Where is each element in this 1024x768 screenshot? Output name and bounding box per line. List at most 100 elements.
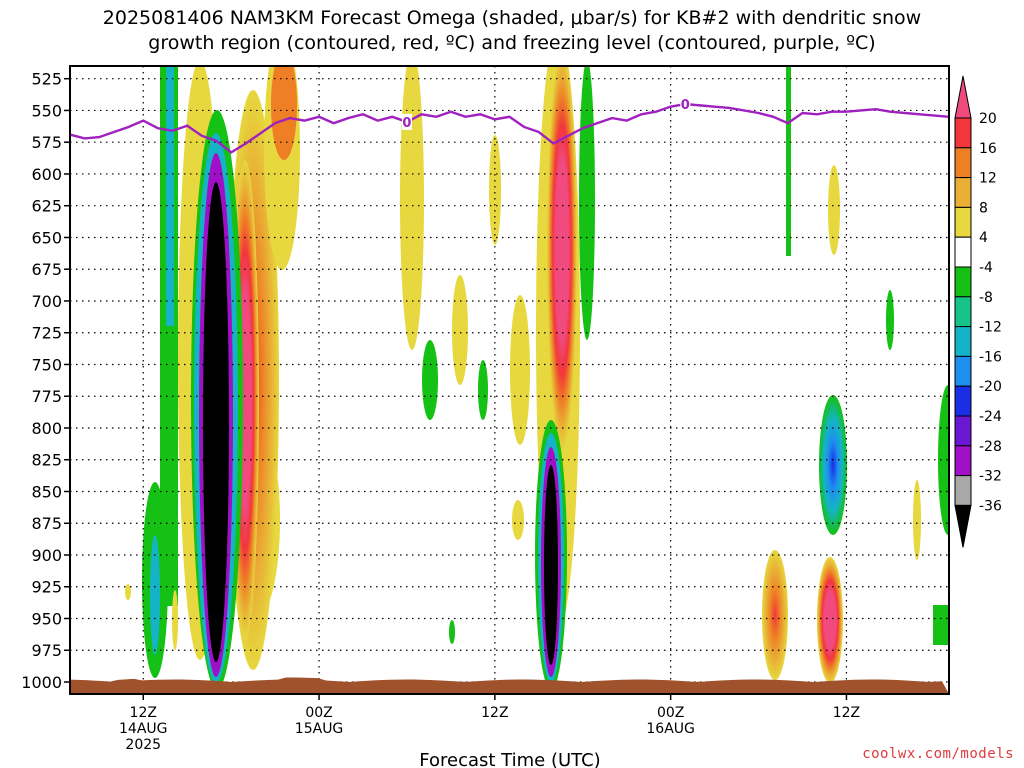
x-tick-label: 16AUG xyxy=(646,721,695,737)
y-tick-label: 825 xyxy=(31,451,62,470)
freezing-level-line xyxy=(70,102,949,154)
omega-area xyxy=(886,290,894,350)
freezing-level-label-bg xyxy=(401,113,412,130)
freezing-level-label-bg xyxy=(680,96,691,113)
colorbar-segment xyxy=(954,177,972,208)
colorbar-label: 12 xyxy=(979,171,997,187)
x-tick-label: 12Z xyxy=(833,705,860,721)
colorbar-label: -24 xyxy=(979,409,1002,425)
colorbar-label: 16 xyxy=(979,141,997,157)
omega-area xyxy=(125,584,131,600)
colorbar-top-arrow xyxy=(954,75,972,119)
freezing-level: 00 xyxy=(70,96,949,154)
omega-area xyxy=(271,66,297,160)
y-tick-label: 900 xyxy=(31,546,62,565)
y-tick-label: 750 xyxy=(31,355,62,374)
y-tick-label: 875 xyxy=(31,514,62,533)
omega-area xyxy=(489,135,501,245)
omega-area xyxy=(786,66,791,256)
omega-area xyxy=(512,500,524,540)
y-tick-label: 675 xyxy=(31,260,62,279)
y-tick-label: 1000 xyxy=(21,673,62,692)
x-axis-label: Forecast Time (UTC) xyxy=(419,750,600,768)
plot-border xyxy=(69,65,950,695)
x-tick-label: 12Z xyxy=(130,705,157,721)
y-tick-label: 575 xyxy=(31,133,62,152)
terrain-surface xyxy=(70,677,949,694)
omega-area xyxy=(828,165,840,255)
x-tick-label: 00Z xyxy=(305,705,332,721)
colorbar-segment xyxy=(954,415,972,447)
x-tick-label: 2025 xyxy=(125,737,161,753)
colorbar-segment xyxy=(954,326,972,357)
y-tick-label: 650 xyxy=(31,228,62,247)
freezing-level-label: 0 xyxy=(402,116,411,131)
omega-area xyxy=(510,295,530,445)
omega-area xyxy=(544,465,558,665)
y-tick-label: 925 xyxy=(31,578,62,597)
y-tick-label: 950 xyxy=(31,609,62,628)
colorbar: 20 16 12 8 4 -4 -8 -12 -16 -20 -24 -28 -32 -36 xyxy=(954,75,1002,548)
colorbar-segment xyxy=(954,385,972,417)
colorbar-label: -16 xyxy=(979,349,1002,365)
y-tick-label: 850 xyxy=(31,482,62,501)
y-axis: 525 550 575 600 625 650 675 700 725 750 775 800 825 8… xyxy=(21,70,70,692)
colorbar-segment xyxy=(954,236,972,268)
y-tick-label: 600 xyxy=(31,165,62,184)
colorbar-segment xyxy=(954,475,972,506)
omega-area xyxy=(547,66,577,450)
omega-area xyxy=(938,385,949,535)
terrain-band xyxy=(70,677,949,694)
omega-area xyxy=(449,620,455,644)
omega-shading xyxy=(125,66,949,690)
grid-lines xyxy=(70,66,949,694)
omega-area xyxy=(452,275,468,385)
colorbar-label: -12 xyxy=(979,320,1002,336)
colorbar-segment xyxy=(954,206,972,238)
omega-area xyxy=(172,590,178,650)
x-tick-label: 12Z xyxy=(481,705,508,721)
colorbar-label: 4 xyxy=(979,230,988,246)
omega-area xyxy=(478,360,488,420)
omega-area xyxy=(819,395,847,535)
y-tick-label: 700 xyxy=(31,292,62,311)
colorbar-label: 8 xyxy=(979,200,988,216)
credit-text: coolwx.com/models xyxy=(862,746,1014,762)
freezing-level-label: 0 xyxy=(681,98,690,113)
colorbar-label: -28 xyxy=(979,439,1002,455)
y-tick-label: 625 xyxy=(31,197,62,216)
y-tick-label: 725 xyxy=(31,324,62,343)
omega-area xyxy=(933,605,949,645)
colorbar-label: -8 xyxy=(979,290,993,306)
omega-area xyxy=(762,550,788,680)
x-tick-label: 14AUG xyxy=(119,721,168,737)
colorbar-label: -4 xyxy=(979,260,993,276)
y-tick-label: 550 xyxy=(31,101,62,120)
colorbar-bottom-arrow xyxy=(954,504,972,548)
omega-area xyxy=(913,480,921,560)
omega-area xyxy=(579,66,595,340)
x-tick-label: 00Z xyxy=(657,705,684,721)
colorbar-segment xyxy=(954,147,972,179)
y-tick-label: 975 xyxy=(31,641,62,660)
colorbar-label: -20 xyxy=(979,379,1002,395)
omega-area xyxy=(203,182,229,662)
omega-area xyxy=(150,535,160,655)
y-tick-label: 775 xyxy=(31,387,62,406)
colorbar-label: 20 xyxy=(979,111,997,127)
y-tick-label: 800 xyxy=(31,419,62,438)
colorbar-segment xyxy=(954,445,972,477)
colorbar-segment xyxy=(954,266,972,298)
chart-title-line1: 2025081406 NAM3KM Forecast Omega (shaded… xyxy=(103,7,921,29)
y-tick-label: 525 xyxy=(31,70,62,89)
omega-area xyxy=(166,66,174,326)
x-tick-label: 15AUG xyxy=(295,721,344,737)
colorbar-label: -36 xyxy=(979,498,1002,514)
colorbar-segment xyxy=(954,296,972,328)
omega-area xyxy=(817,557,843,683)
colorbar-segment xyxy=(954,355,972,387)
colorbar-segment xyxy=(954,117,972,149)
colorbar-label: -32 xyxy=(979,469,1002,485)
